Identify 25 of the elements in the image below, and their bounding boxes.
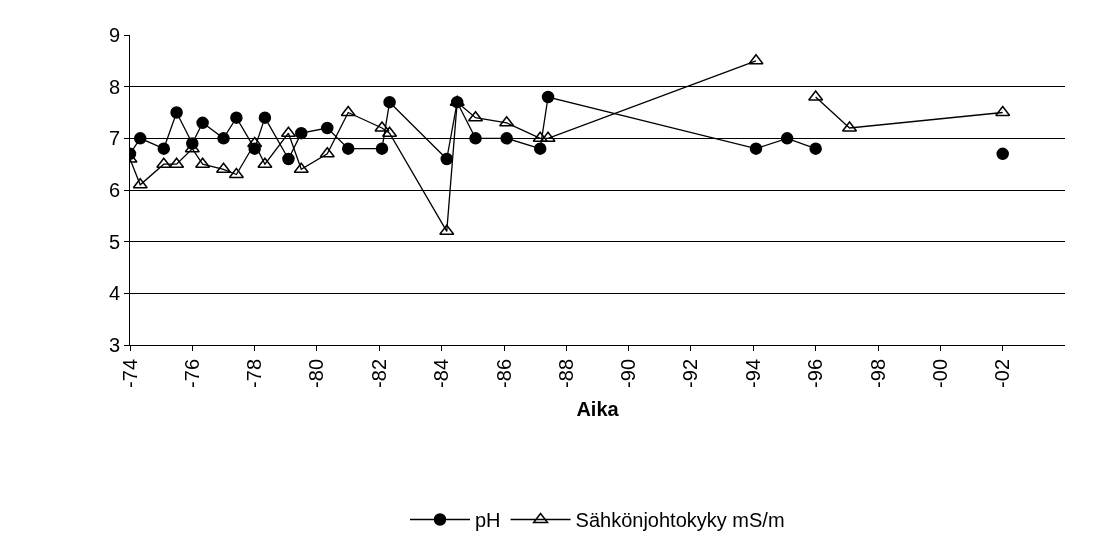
legend-label: pH <box>475 509 501 532</box>
x-tick-label: -98 <box>866 359 889 388</box>
x-tick-label: -86 <box>492 359 515 388</box>
y-tick-label: 9 <box>108 24 120 46</box>
x-tick-label: -90 <box>617 359 640 388</box>
y-tick-label: 8 <box>108 75 120 98</box>
x-tick-label: -74 <box>118 359 141 388</box>
x-tick-label: -94 <box>741 359 764 388</box>
y-tick-label: 4 <box>108 282 120 305</box>
x-axis-title: Aika <box>576 398 620 421</box>
x-tick-label: -02 <box>991 359 1014 388</box>
x-tick-label: -88 <box>554 359 577 388</box>
y-tick-label: 3 <box>108 334 120 356</box>
legend-label: Sähkönjohtokyky mS/m <box>575 509 785 532</box>
x-tick-label: -82 <box>367 359 390 388</box>
x-tick-label: -78 <box>243 359 266 388</box>
x-tick-label: -76 <box>180 359 203 388</box>
x-tick-label: -84 <box>430 359 453 388</box>
x-tick-label: -00 <box>928 359 951 388</box>
y-tick-label: 6 <box>108 179 120 201</box>
x-tick-label: -92 <box>679 359 702 388</box>
x-tick-label: -96 <box>804 359 827 388</box>
x-tick-label: -80 <box>305 359 328 388</box>
y-tick-label: 5 <box>108 230 120 253</box>
y-tick-label: 7 <box>108 127 120 150</box>
